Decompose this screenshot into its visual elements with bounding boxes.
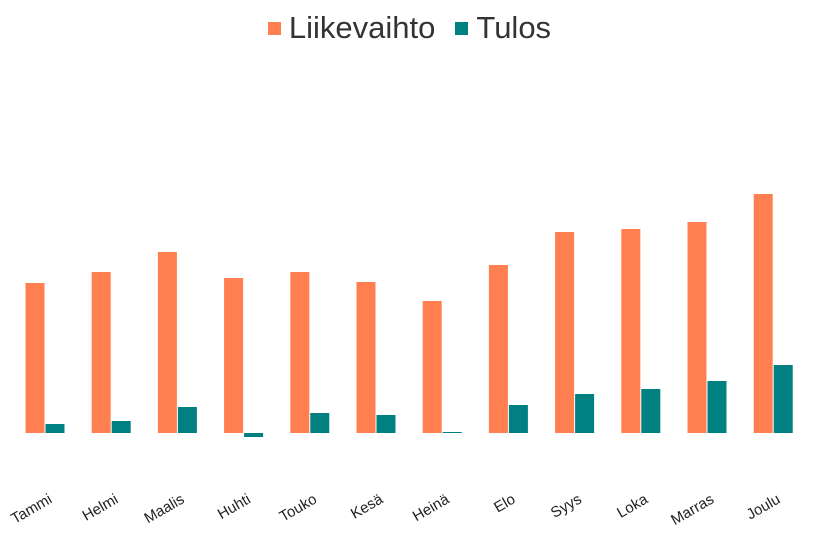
bar-liikevaihto-helmi[interactable] <box>91 272 111 433</box>
x-tick-label-marras: Marras <box>668 491 717 529</box>
bar-tulos-heina[interactable] <box>442 432 462 433</box>
bar-liikevaihto-syys[interactable] <box>555 232 575 433</box>
x-axis-tick-labels: Tammi Helmi Maalis Huhti Touko Kesä Heinä Elo Sy… <box>8 490 783 528</box>
x-tick-label-loka: Loka <box>614 490 651 521</box>
legend-label-tulos: Tulos <box>476 10 552 45</box>
bar-tulos-marras[interactable] <box>707 381 727 433</box>
bar-liikevaihto-tammi[interactable] <box>25 283 45 433</box>
bar-tulos-huhti[interactable] <box>244 433 264 437</box>
x-tick-label-maalis: Maalis <box>141 491 187 527</box>
bar-tulos-loka[interactable] <box>641 389 661 433</box>
bar-liikevaihto-huhti[interactable] <box>224 278 244 433</box>
bar-liikevaihto-loka[interactable] <box>621 229 641 433</box>
bar-liikevaihto-maalis[interactable] <box>157 252 177 433</box>
x-tick-label-heina: Heinä <box>410 490 453 525</box>
x-tick-label-syys: Syys <box>548 491 585 522</box>
bar-tulos-elo[interactable] <box>508 405 528 433</box>
bar-liikevaihto-kesa[interactable] <box>356 282 376 433</box>
bar-liikevaihto-marras[interactable] <box>687 222 707 433</box>
legend-swatch-tulos <box>455 21 469 35</box>
bar-liikevaihto-joulu[interactable] <box>753 194 773 433</box>
legend-swatch-liikevaihto <box>267 21 281 35</box>
x-tick-label-joulu: Joulu <box>744 491 784 524</box>
x-tick-label-tammi: Tammi <box>8 491 55 528</box>
x-tick-label-huhti: Huhti <box>215 491 254 523</box>
legend-label-liikevaihto: Liikevaihto <box>288 10 436 45</box>
bar-tulos-syys[interactable] <box>575 394 595 433</box>
x-tick-label-helmi: Helmi <box>79 491 121 525</box>
bar-liikevaihto-touko[interactable] <box>290 272 310 433</box>
legend: Liikevaihto Tulos <box>0 10 819 46</box>
x-tick-label-elo: Elo <box>491 491 518 517</box>
bar-tulos-helmi[interactable] <box>111 421 131 433</box>
bar-tulos-joulu[interactable] <box>773 365 793 433</box>
bar-tulos-tammi[interactable] <box>45 424 65 433</box>
legend-item-liikevaihto[interactable]: Liikevaihto <box>267 10 436 46</box>
bar-liikevaihto-heina[interactable] <box>422 301 442 433</box>
x-tick-label-touko: Touko <box>277 491 320 526</box>
bar-tulos-maalis[interactable] <box>177 407 197 433</box>
bars-group <box>25 194 793 437</box>
legend-item-tulos[interactable]: Tulos <box>455 10 551 46</box>
bar-tulos-touko[interactable] <box>310 413 330 433</box>
bar-tulos-kesa[interactable] <box>376 415 396 433</box>
x-tick-label-kesa: Kesä <box>348 490 387 522</box>
bar-liikevaihto-elo[interactable] <box>488 265 508 433</box>
